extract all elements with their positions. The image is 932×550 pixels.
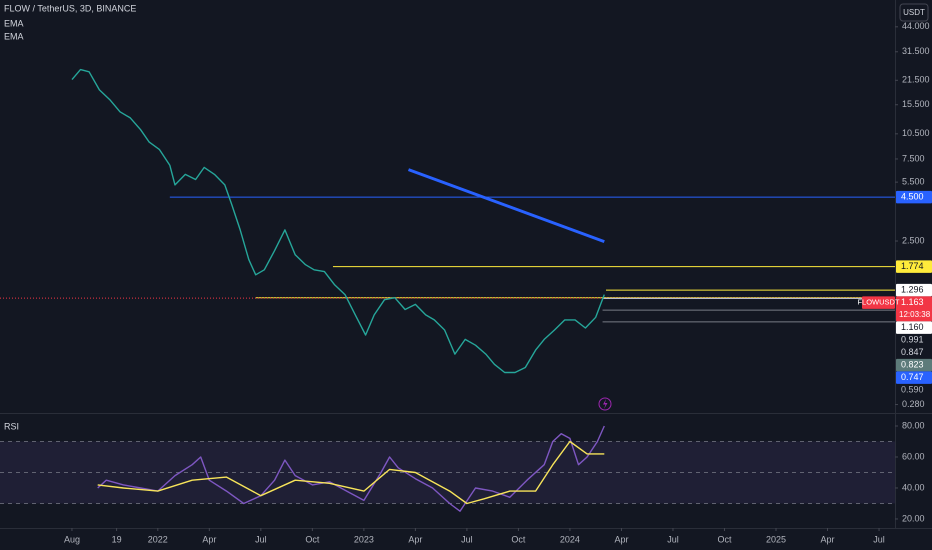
x-tick-label: Apr	[821, 534, 835, 544]
x-tick-label: Jul	[873, 534, 885, 544]
price-label: 4.500	[901, 191, 924, 201]
y-tick-label: 40.00	[902, 482, 925, 492]
rsi-title: RSI	[4, 421, 19, 431]
y-tick-label: 80.00	[902, 420, 925, 430]
price-label-box	[896, 283, 932, 297]
x-tick-label: 2024	[560, 534, 580, 544]
price-line	[97, 425, 605, 512]
trend-line	[407, 168, 605, 244]
y-tick-label: 0.280	[902, 399, 925, 409]
price-countdown: 12:03:38	[899, 310, 931, 319]
x-tick-label: Apr	[614, 534, 628, 544]
symbol-title: FLOW / TetherUS, 3D, BINANCE	[4, 3, 136, 13]
symbol-label: FLOWUSDT	[857, 298, 900, 307]
y-tick-label: 10.500	[902, 128, 930, 138]
x-tick-label: Jul	[667, 534, 679, 544]
x-tick-label: 2025	[766, 534, 786, 544]
indicator-legend: EMA	[4, 31, 24, 41]
currency-button[interactable]	[899, 3, 929, 22]
x-tick-label: Oct	[511, 534, 526, 544]
lightning-icon[interactable]	[598, 397, 612, 411]
x-tick-label: 2022	[148, 534, 168, 544]
x-tick-label: Apr	[408, 534, 422, 544]
y-tick-label: 31.500	[902, 46, 930, 56]
symbol-label-box	[862, 296, 895, 309]
y-tick-label: 21.500	[902, 75, 930, 85]
price-label: 1.774	[901, 261, 924, 271]
price-line	[71, 68, 605, 374]
icon-bolt[interactable]	[603, 399, 608, 409]
y-tick-label: 44.000	[902, 21, 930, 31]
x-tick-label: Oct	[717, 534, 732, 544]
y-tick-label: 2.500	[902, 235, 925, 245]
price-label-box	[896, 371, 932, 384]
x-tick-label: 19	[112, 534, 122, 544]
currency-button-label[interactable]: USDT	[903, 8, 925, 17]
price-label-box	[896, 358, 932, 372]
price-label: 0.747	[901, 372, 924, 382]
y-tick-label: 5.500	[902, 177, 925, 187]
price-label: 0.590	[901, 384, 924, 394]
price-label: 0.847	[901, 347, 924, 357]
price-label-box	[896, 321, 932, 334]
price-label-box	[896, 260, 932, 273]
price-label: 0.823	[901, 359, 924, 369]
price-label-box	[896, 190, 932, 204]
y-tick-label: 7.500	[902, 153, 925, 163]
y-tick-label: 15.500	[902, 99, 930, 109]
x-tick-label: Jul	[255, 534, 267, 544]
x-tick-label: Jul	[461, 534, 473, 544]
indicator-legend: EMA	[4, 18, 24, 28]
price-line	[97, 440, 605, 505]
price-label: 0.991	[901, 334, 924, 344]
price-label: 1.163	[901, 297, 924, 307]
y-tick-label: 20.00	[902, 513, 925, 523]
x-tick-label: 2023	[354, 534, 374, 544]
x-tick-label: Oct	[305, 534, 320, 544]
x-tick-label: Aug	[64, 534, 80, 544]
x-tick-label: Apr	[202, 534, 216, 544]
price-label: 1.296	[901, 284, 924, 294]
y-tick-label: 60.00	[902, 451, 925, 461]
price-label-box	[896, 296, 932, 322]
price-label: 1.160	[901, 322, 924, 332]
